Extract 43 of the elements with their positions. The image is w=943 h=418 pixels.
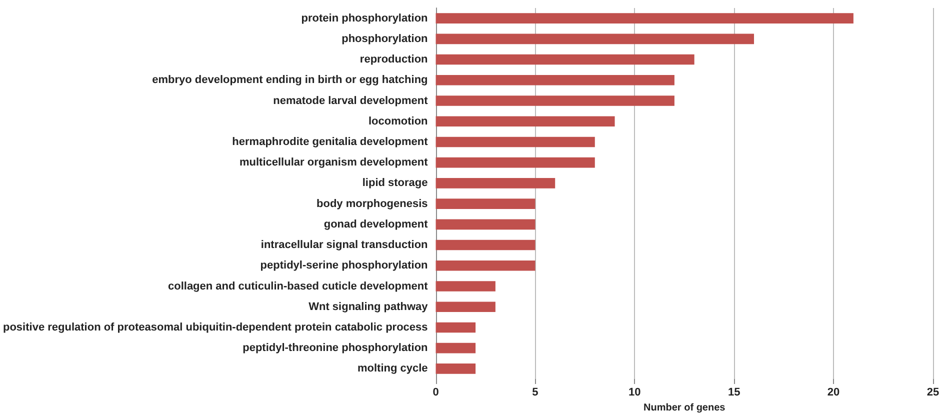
bar	[436, 136, 595, 148]
y-tick-label: nematode larval development	[273, 94, 428, 107]
x-tick-label: 10	[628, 386, 641, 398]
y-tick-label: protein phosphorylation	[301, 12, 428, 24]
x-tick-label: 5	[532, 386, 538, 398]
y-tick-label: embryo development ending in birth or egg hatching	[152, 74, 428, 86]
bar	[436, 13, 854, 24]
bar	[436, 96, 674, 106]
y-tick-label: collagen and cuticulin-based cuticle development	[168, 280, 428, 292]
y-tick-label: peptidyl-serine phosphorylation	[260, 260, 428, 272]
y-tick-label: hermaphrodite genitalia development	[232, 136, 428, 148]
bar	[436, 178, 556, 188]
bar	[436, 322, 476, 333]
bar	[436, 219, 536, 230]
bar	[436, 342, 476, 354]
bar	[436, 34, 754, 44]
bar	[436, 364, 476, 374]
y-tick-label: positive regulation of proteasomal ubiquitin-dependent protein catabolic process	[2, 321, 428, 334]
y-tick-label: lipid storage	[362, 177, 428, 190]
y-tick-label: molting cycle	[357, 362, 428, 375]
bar	[436, 157, 595, 168]
bar	[436, 281, 496, 292]
y-tick-label: locomotion	[368, 115, 428, 128]
y-tick-label: multicellular organism development	[239, 156, 428, 169]
y-tick-label: body morphogenesis	[316, 198, 428, 210]
x-tick-label: 25	[926, 386, 940, 398]
bar	[436, 54, 694, 65]
y-tick-label: phosphorylation	[342, 32, 428, 45]
y-tick-label: gonad development	[324, 218, 428, 230]
y-tick-label: intracellular signal transduction	[260, 239, 428, 252]
bar	[436, 74, 674, 86]
bar	[436, 260, 536, 271]
bar	[436, 116, 615, 127]
x-tick-label: 15	[728, 386, 740, 398]
bar	[436, 302, 496, 312]
y-tick-label: reproduction	[360, 54, 428, 66]
bar	[436, 240, 536, 250]
x-tick-label: 0	[432, 386, 439, 398]
y-tick-label: Wnt signaling pathway	[308, 300, 429, 313]
y-tick-label: peptidyl-threonine phosphorylation	[242, 342, 428, 354]
x-tick-label: 20	[827, 386, 840, 398]
x-axis-title: Number of genes	[644, 402, 726, 414]
bar	[436, 198, 536, 209]
